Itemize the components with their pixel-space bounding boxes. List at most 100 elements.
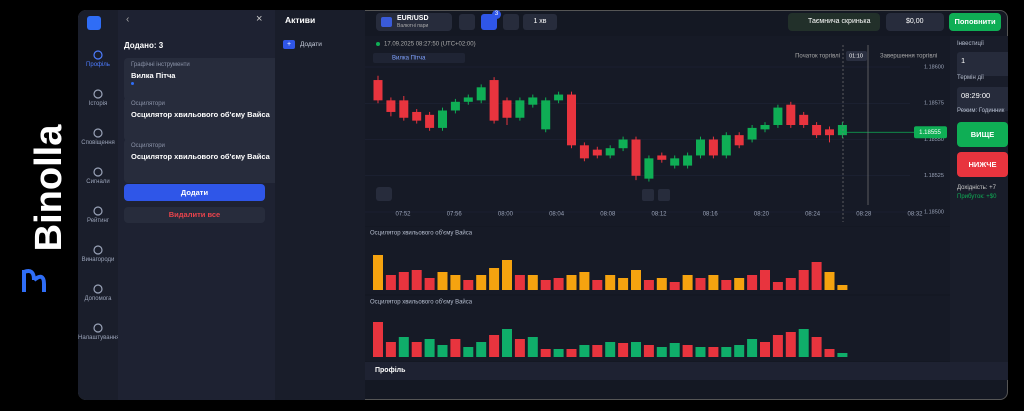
expiry-input[interactable]: 08:29:00 <box>957 87 1008 111</box>
volume-bar <box>682 275 693 290</box>
volume-bar <box>824 349 835 357</box>
volume-bar <box>450 275 461 290</box>
candle-body <box>657 155 667 160</box>
bottom-tab[interactable]: Профіль <box>365 362 1008 380</box>
mode-label: Режим: Годинник <box>957 108 1005 114</box>
volume-bar <box>502 260 512 290</box>
volume-bar <box>476 275 487 290</box>
assets-add[interactable]: Додати <box>300 41 322 48</box>
nav-item[interactable]: Рейтинг <box>78 206 118 224</box>
volume-bar <box>527 275 538 290</box>
nav-item[interactable]: Історія <box>78 89 118 107</box>
volume-bar <box>772 282 783 290</box>
volume-bar <box>385 342 396 357</box>
candle-body <box>605 148 615 156</box>
item-card[interactable]: Графічні інструменти Вилка Пітча <box>124 58 275 100</box>
volume-bar <box>631 270 641 290</box>
up-button[interactable]: ВИЩЕ <box>957 122 1008 147</box>
volume-bar <box>734 278 745 290</box>
x-tick-label: 08:32 <box>907 212 923 218</box>
candle-body <box>708 139 718 156</box>
y-tick-label: 1.18575 <box>924 101 944 107</box>
timer: 01:10 <box>849 53 863 59</box>
volume-bar <box>695 347 706 357</box>
volume-bar <box>643 345 654 357</box>
candle-body <box>386 100 396 112</box>
x-tick-label: 08:24 <box>805 212 821 218</box>
live-dot <box>376 42 380 46</box>
nav-item[interactable]: Сигнали <box>78 167 118 185</box>
nav-item[interactable]: Винагороди <box>78 245 118 263</box>
close-icon[interactable]: × <box>256 13 263 25</box>
investment-label: Інвестиції <box>957 41 984 47</box>
nav-item[interactable]: Сповіщення <box>78 128 118 146</box>
assets-column: Активи + Додати <box>275 10 365 400</box>
candle-body <box>812 125 822 136</box>
volume-bar <box>798 329 809 357</box>
volume-bar <box>553 278 564 290</box>
candle-body <box>696 139 705 156</box>
add-button[interactable]: Додати <box>124 184 265 201</box>
delete-all-button[interactable]: Видалити все <box>124 207 265 223</box>
y-tick-label: 1.18500 <box>924 209 944 215</box>
nav-item[interactable]: Допомога <box>78 284 118 302</box>
volume-bar <box>592 345 603 357</box>
volume-bar <box>721 347 732 357</box>
yield: Дохідність: +7 <box>957 185 996 191</box>
candle-body <box>373 80 383 101</box>
nav-item[interactable]: Налаштування <box>78 323 118 341</box>
pair-selector[interactable]: EUR/USD Валютні пари <box>376 13 452 31</box>
item-card[interactable]: Осцилятори Осцилятор хвильового об'єму Ва… <box>124 97 275 141</box>
candle-body <box>502 100 512 118</box>
volume-bar <box>385 275 396 290</box>
nav-item[interactable]: Профіль <box>78 50 118 68</box>
timeframe[interactable]: 1 хв <box>523 14 557 30</box>
mystery-box[interactable]: Таємнича скринька <box>788 13 880 31</box>
nav-label: Профіль <box>86 62 110 68</box>
volume-bar <box>708 275 719 290</box>
volume-bar <box>760 270 770 290</box>
candle-body <box>554 94 564 101</box>
investment-input[interactable]: 1 <box>957 52 1008 76</box>
volume-bar <box>579 272 590 290</box>
volume-bar <box>618 278 629 290</box>
candle-body <box>670 158 680 166</box>
chart-type-button[interactable] <box>459 14 475 30</box>
deposit-button[interactable]: Поповнити <box>949 13 1001 31</box>
trade-panel: Інвестиції 1 Термін дії 08:29:00 Режим: … <box>950 36 1008 362</box>
nav-label: Налаштування <box>78 335 118 341</box>
volume-bar <box>411 270 422 290</box>
volume-bar <box>450 339 461 357</box>
volume-bar <box>437 345 448 357</box>
volume-bar <box>708 347 719 357</box>
pair-name: EUR/USD <box>397 15 429 22</box>
volume-bar <box>721 280 732 290</box>
volume-bar <box>605 275 616 290</box>
trade-end: Завершення торгівлі <box>880 54 937 60</box>
candle-body <box>399 100 409 118</box>
x-tick-label: 07:52 <box>395 212 411 218</box>
add-icon[interactable]: + <box>283 40 295 49</box>
candle-body <box>618 139 628 149</box>
candle-body <box>631 139 641 176</box>
volume-bar <box>695 278 706 290</box>
candle-body <box>528 97 538 105</box>
y-tick-label: 1.18525 <box>924 173 944 179</box>
x-tick-label: 07:56 <box>447 212 463 218</box>
volume-bar <box>785 278 796 290</box>
volume-bar <box>566 349 577 357</box>
volume-bar <box>811 337 822 357</box>
candle-body <box>567 94 576 146</box>
tools-button[interactable] <box>503 14 519 30</box>
current-price-label: 1.18555 <box>919 130 941 136</box>
zoom-minus <box>642 189 654 201</box>
x-tick-label: 08:08 <box>600 212 616 218</box>
nav-label: Сигнали <box>86 179 110 185</box>
item-card[interactable]: Осцилятори Осцилятор хвильового об'єму Ва… <box>124 139 275 183</box>
down-button[interactable]: НИЖЧЕ <box>957 152 1008 177</box>
balance[interactable]: $0,00 <box>886 13 944 31</box>
back-icon[interactable]: ‹ <box>126 14 130 25</box>
timer-box <box>846 51 867 61</box>
x-tick-label: 08:20 <box>754 212 770 218</box>
candle-body <box>683 155 693 166</box>
